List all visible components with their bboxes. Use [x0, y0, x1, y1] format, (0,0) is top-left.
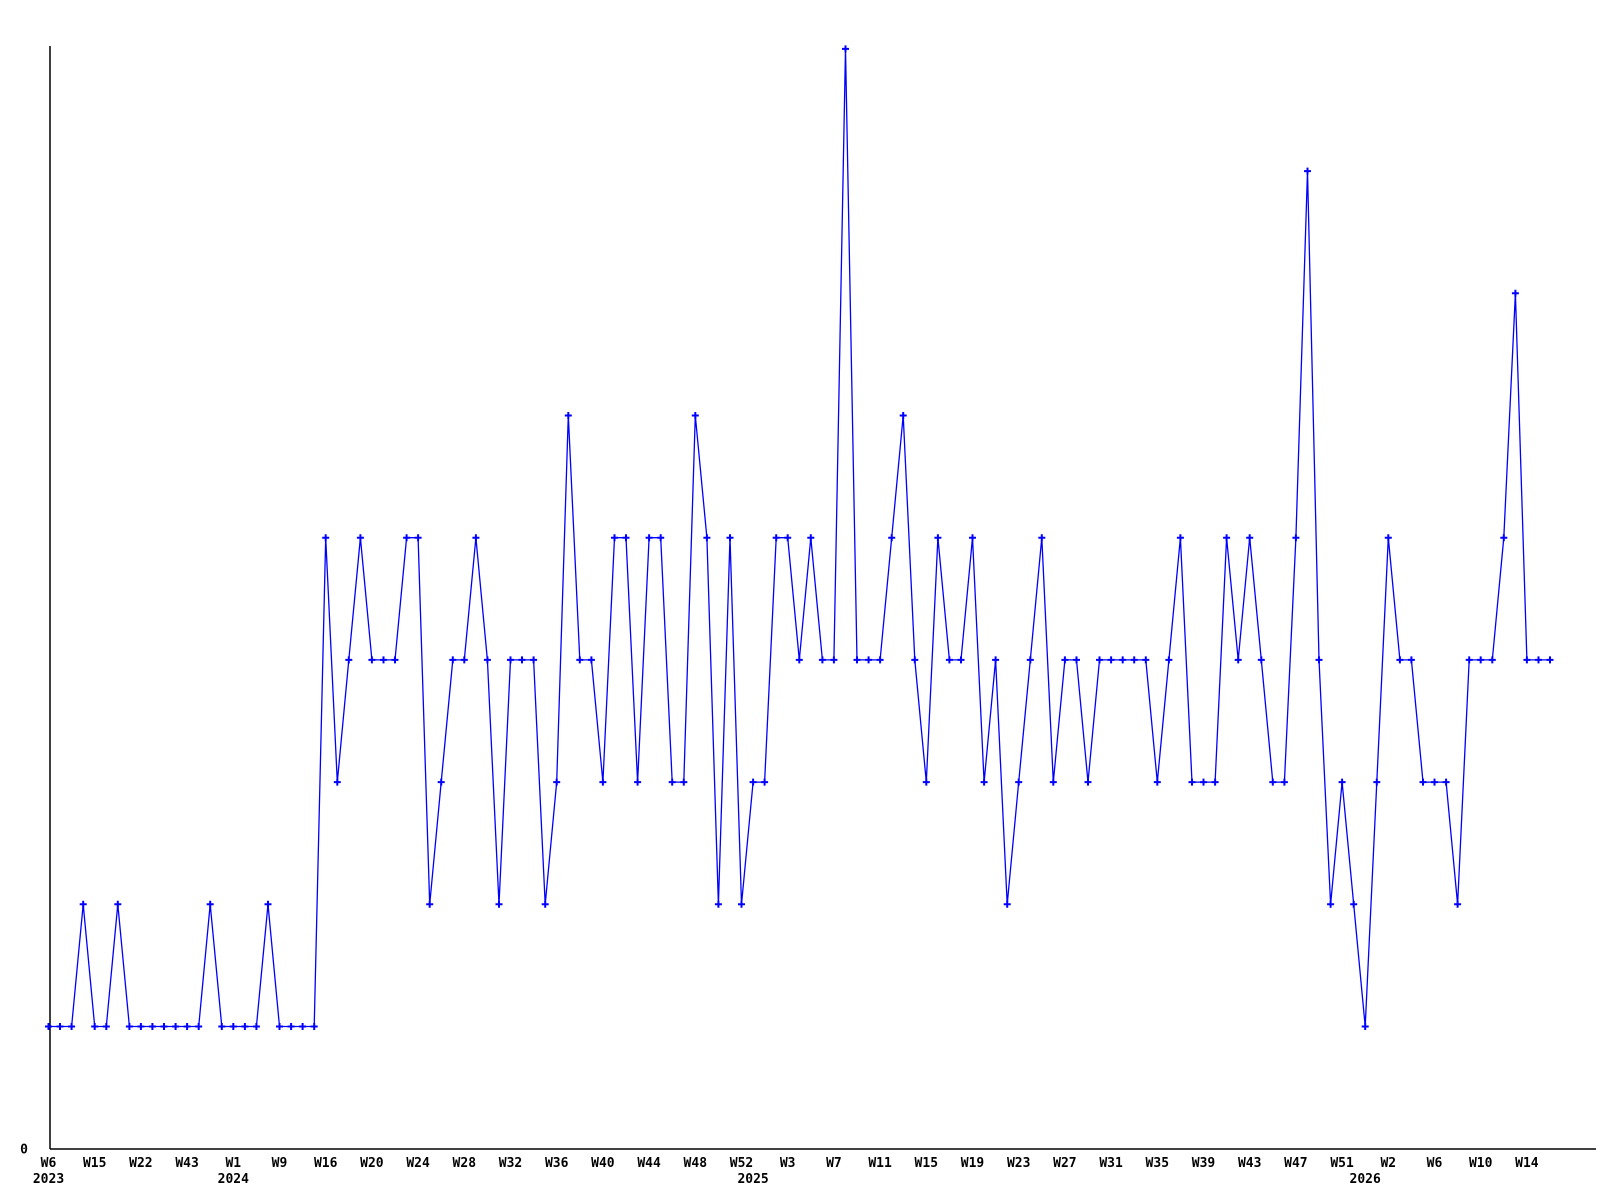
x-tick-label: W32	[499, 1156, 522, 1171]
data-point-markers	[45, 45, 1554, 1030]
x-tick-label: W47	[1284, 1156, 1307, 1171]
x-tick-label: W40	[591, 1156, 615, 1171]
x-tick-label: W7	[826, 1156, 842, 1171]
x-tick-label: W43	[175, 1156, 198, 1171]
x-tick-label: W10	[1469, 1156, 1493, 1171]
x-tick-label: W14	[1515, 1156, 1539, 1171]
x-tick-label: W52	[730, 1156, 753, 1171]
y-axis-zero-label: 0	[20, 1143, 28, 1158]
x-tick-label: W28	[453, 1156, 477, 1171]
x-tick-label: W16	[314, 1156, 338, 1171]
x-tick-label: W22	[129, 1156, 152, 1171]
x-tick-label: W15	[83, 1156, 106, 1171]
x-tick-label: W3	[780, 1156, 796, 1171]
x-tick-label: W39	[1192, 1156, 1215, 1171]
x-tick-label: W23	[1007, 1156, 1030, 1171]
x-tick-label: W6	[41, 1156, 57, 1171]
x-tick-label: W48	[684, 1156, 708, 1171]
series-line	[48, 48, 1550, 1028]
x-tick-label: W43	[1238, 1156, 1261, 1171]
x-tick-label: W19	[961, 1156, 984, 1171]
x-year-label: 2024	[218, 1172, 249, 1187]
x-tick-label: W6	[1427, 1156, 1443, 1171]
x-tick-label: W31	[1099, 1156, 1123, 1171]
x-tick-label: W2	[1380, 1156, 1396, 1171]
x-year-label: 2026	[1350, 1172, 1381, 1187]
x-tick-label: W24	[406, 1156, 430, 1171]
x-tick-label: W15	[915, 1156, 938, 1171]
x-tick-label: W11	[868, 1156, 892, 1171]
x-tick-label: W36	[545, 1156, 569, 1171]
x-tick-label: W27	[1053, 1156, 1076, 1171]
x-year-label: 2023	[33, 1172, 64, 1187]
x-tick-label: W1	[225, 1156, 241, 1171]
x-tick-label: W9	[272, 1156, 288, 1171]
x-year-label: 2025	[737, 1172, 768, 1187]
x-tick-label: W20	[360, 1156, 384, 1171]
x-tick-label: W51	[1330, 1156, 1354, 1171]
x-tick-label: W44	[637, 1156, 661, 1171]
x-tick-label: W35	[1146, 1156, 1169, 1171]
